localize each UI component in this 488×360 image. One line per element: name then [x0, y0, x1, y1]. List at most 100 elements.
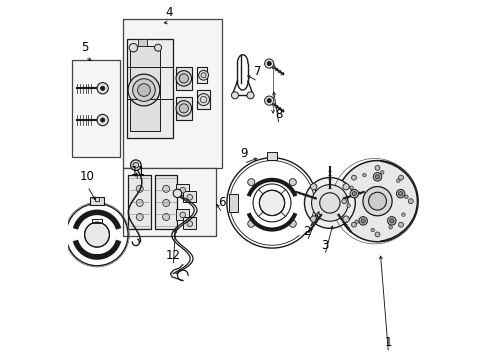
- Bar: [90, 197, 104, 205]
- Circle shape: [319, 193, 339, 213]
- Circle shape: [180, 188, 185, 193]
- Circle shape: [354, 220, 358, 224]
- Circle shape: [336, 161, 417, 242]
- Bar: [197, 90, 210, 109]
- Circle shape: [137, 84, 150, 96]
- Circle shape: [372, 172, 381, 181]
- Circle shape: [398, 192, 402, 196]
- Bar: [266, 152, 277, 159]
- Circle shape: [128, 74, 160, 106]
- Circle shape: [346, 204, 350, 207]
- Circle shape: [136, 213, 143, 221]
- Circle shape: [84, 222, 109, 247]
- Circle shape: [407, 199, 412, 204]
- Bar: [122, 168, 216, 237]
- Circle shape: [97, 83, 108, 94]
- Circle shape: [133, 162, 139, 168]
- Circle shape: [264, 96, 273, 105]
- Circle shape: [101, 86, 104, 90]
- Circle shape: [398, 175, 403, 180]
- Bar: [127, 39, 173, 138]
- Circle shape: [368, 192, 386, 210]
- Bar: [229, 194, 238, 212]
- Bar: [175, 97, 191, 120]
- Circle shape: [387, 217, 395, 225]
- Circle shape: [358, 217, 366, 225]
- Bar: [95, 197, 99, 201]
- Circle shape: [401, 213, 405, 216]
- Circle shape: [351, 192, 356, 196]
- Text: 10: 10: [80, 170, 95, 183]
- Circle shape: [398, 222, 403, 227]
- Text: 11: 11: [130, 165, 145, 178]
- Circle shape: [197, 94, 209, 105]
- Text: 2: 2: [303, 225, 310, 238]
- Circle shape: [311, 185, 347, 221]
- Circle shape: [351, 175, 356, 180]
- Text: 6: 6: [218, 197, 225, 210]
- Circle shape: [362, 173, 366, 177]
- Bar: [122, 19, 221, 168]
- Circle shape: [136, 199, 143, 207]
- Circle shape: [266, 99, 271, 103]
- Circle shape: [176, 71, 191, 86]
- Circle shape: [97, 114, 108, 126]
- Circle shape: [136, 185, 143, 192]
- Text: 8: 8: [275, 108, 282, 121]
- Circle shape: [130, 160, 141, 171]
- Bar: [176, 208, 189, 220]
- Circle shape: [396, 179, 399, 183]
- Circle shape: [176, 101, 191, 116]
- Bar: [71, 60, 120, 157]
- Text: 1: 1: [384, 337, 391, 350]
- Circle shape: [129, 44, 137, 52]
- Circle shape: [342, 184, 348, 190]
- Circle shape: [163, 185, 169, 192]
- Circle shape: [198, 70, 208, 80]
- Text: 3: 3: [321, 239, 328, 252]
- Bar: [183, 191, 196, 202]
- Circle shape: [173, 189, 182, 198]
- Bar: [130, 46, 160, 131]
- Circle shape: [396, 189, 404, 198]
- Bar: [154, 175, 177, 229]
- Circle shape: [179, 74, 188, 83]
- Circle shape: [247, 220, 254, 227]
- Circle shape: [247, 179, 254, 186]
- Circle shape: [179, 104, 188, 113]
- Circle shape: [342, 216, 348, 222]
- Circle shape: [349, 186, 353, 189]
- Circle shape: [310, 216, 316, 222]
- Circle shape: [264, 59, 273, 68]
- Circle shape: [389, 219, 393, 223]
- Circle shape: [163, 199, 169, 207]
- Text: 4: 4: [164, 6, 172, 19]
- Circle shape: [351, 222, 356, 227]
- Circle shape: [132, 79, 155, 101]
- Circle shape: [266, 62, 271, 66]
- Circle shape: [180, 212, 185, 218]
- Bar: [197, 67, 207, 83]
- Circle shape: [304, 177, 355, 228]
- Circle shape: [246, 92, 253, 99]
- Text: 7: 7: [254, 65, 261, 78]
- Circle shape: [349, 189, 358, 198]
- Bar: [175, 67, 191, 90]
- Circle shape: [163, 213, 169, 221]
- Circle shape: [259, 190, 284, 216]
- Circle shape: [101, 118, 104, 122]
- Circle shape: [404, 195, 407, 199]
- Bar: [176, 184, 189, 195]
- Circle shape: [374, 232, 379, 237]
- Circle shape: [370, 228, 374, 232]
- Bar: [183, 217, 196, 229]
- Text: 9: 9: [240, 147, 247, 160]
- Circle shape: [289, 179, 296, 186]
- Text: 5: 5: [81, 41, 88, 54]
- Circle shape: [375, 175, 379, 179]
- Circle shape: [186, 221, 192, 226]
- Circle shape: [154, 44, 161, 51]
- Circle shape: [289, 220, 296, 227]
- Circle shape: [310, 184, 316, 190]
- Bar: [128, 175, 151, 229]
